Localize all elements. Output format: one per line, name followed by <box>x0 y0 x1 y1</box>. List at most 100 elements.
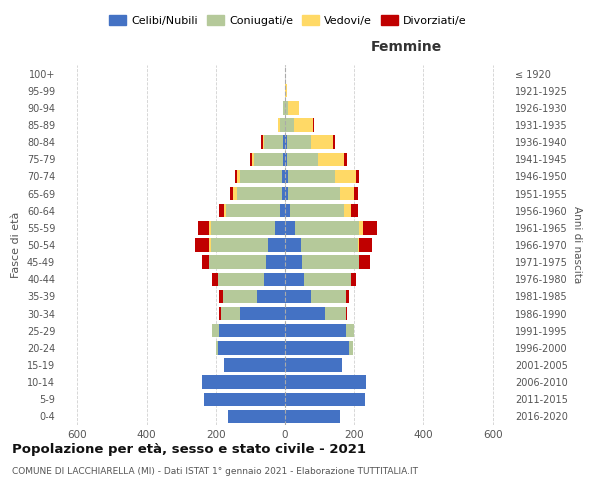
Bar <box>218 341 285 354</box>
Bar <box>295 221 359 234</box>
Bar <box>221 307 240 320</box>
Bar <box>285 290 311 303</box>
Bar <box>209 238 211 252</box>
Bar <box>289 101 299 114</box>
Bar <box>211 221 275 234</box>
Bar <box>285 136 287 149</box>
Bar <box>313 118 314 132</box>
Bar <box>230 187 233 200</box>
Bar <box>268 238 285 252</box>
Bar <box>359 238 371 252</box>
Bar <box>254 152 283 166</box>
Bar <box>335 170 356 183</box>
Bar <box>293 118 313 132</box>
Bar <box>356 170 359 183</box>
Legend: Celibi/Nubili, Coniugati/e, Vedovi/e, Divorziati/e: Celibi/Nubili, Coniugati/e, Vedovi/e, Di… <box>105 10 471 30</box>
Bar <box>285 392 365 406</box>
Bar <box>218 272 264 286</box>
Bar <box>285 272 304 286</box>
Bar <box>199 221 209 234</box>
Bar <box>285 341 349 354</box>
Bar <box>285 204 290 218</box>
Bar <box>346 307 347 320</box>
Bar <box>334 136 335 149</box>
Text: COMUNE DI LACCHIARELLA (MI) - Dati ISTAT 1° gennaio 2021 - Elaborazione TUTTITAL: COMUNE DI LACCHIARELLA (MI) - Dati ISTAT… <box>12 468 418 476</box>
Bar <box>285 187 289 200</box>
Bar <box>285 221 295 234</box>
Bar <box>287 136 311 149</box>
Bar <box>285 256 302 269</box>
Bar <box>289 170 335 183</box>
Bar <box>285 410 340 423</box>
Bar <box>325 307 346 320</box>
Bar <box>235 170 236 183</box>
Bar <box>285 101 289 114</box>
Bar <box>219 204 224 218</box>
Bar <box>224 204 226 218</box>
Bar <box>283 152 285 166</box>
Bar <box>283 136 285 149</box>
Bar <box>209 221 211 234</box>
Bar <box>264 272 285 286</box>
Bar <box>223 290 257 303</box>
Bar <box>318 152 344 166</box>
Bar <box>359 256 370 269</box>
Bar <box>302 256 359 269</box>
Bar <box>264 136 283 149</box>
Y-axis label: Anni di nascita: Anni di nascita <box>572 206 581 284</box>
Bar <box>228 410 285 423</box>
Bar <box>283 101 285 114</box>
Bar <box>304 272 351 286</box>
Bar <box>280 118 285 132</box>
Bar <box>285 376 367 389</box>
Bar <box>280 204 285 218</box>
Bar <box>261 136 263 149</box>
Y-axis label: Fasce di età: Fasce di età <box>11 212 21 278</box>
Text: Popolazione per età, sesso e stato civile - 2021: Popolazione per età, sesso e stato civil… <box>12 442 366 456</box>
Bar <box>285 84 287 98</box>
Bar <box>209 256 266 269</box>
Bar <box>349 341 353 354</box>
Bar <box>290 204 344 218</box>
Bar <box>285 118 293 132</box>
Bar <box>226 204 280 218</box>
Bar <box>287 152 318 166</box>
Bar <box>346 290 349 303</box>
Bar <box>240 170 281 183</box>
Bar <box>351 272 356 286</box>
Bar <box>351 204 358 218</box>
Bar <box>219 290 223 303</box>
Bar <box>311 290 346 303</box>
Bar <box>266 256 285 269</box>
Bar <box>219 307 221 320</box>
Bar <box>212 324 219 338</box>
Bar <box>275 221 285 234</box>
Bar <box>216 341 218 354</box>
Bar <box>257 290 285 303</box>
Bar <box>281 170 285 183</box>
Bar <box>252 152 254 166</box>
Bar <box>211 238 268 252</box>
Bar <box>195 238 209 252</box>
Bar <box>285 324 346 338</box>
Bar <box>363 221 377 234</box>
Bar <box>285 307 325 320</box>
Bar <box>250 152 252 166</box>
Bar <box>340 187 354 200</box>
Bar <box>281 187 285 200</box>
Bar <box>278 118 280 132</box>
Bar <box>263 136 264 149</box>
Bar <box>233 187 236 200</box>
Bar <box>289 187 340 200</box>
Bar <box>240 307 285 320</box>
Bar <box>224 358 285 372</box>
Bar <box>202 376 285 389</box>
Bar <box>285 170 289 183</box>
Bar <box>285 152 287 166</box>
Bar <box>219 324 285 338</box>
Bar <box>354 187 358 200</box>
Bar <box>344 152 347 166</box>
Bar <box>202 256 209 269</box>
Bar <box>358 238 359 252</box>
Bar <box>359 221 363 234</box>
